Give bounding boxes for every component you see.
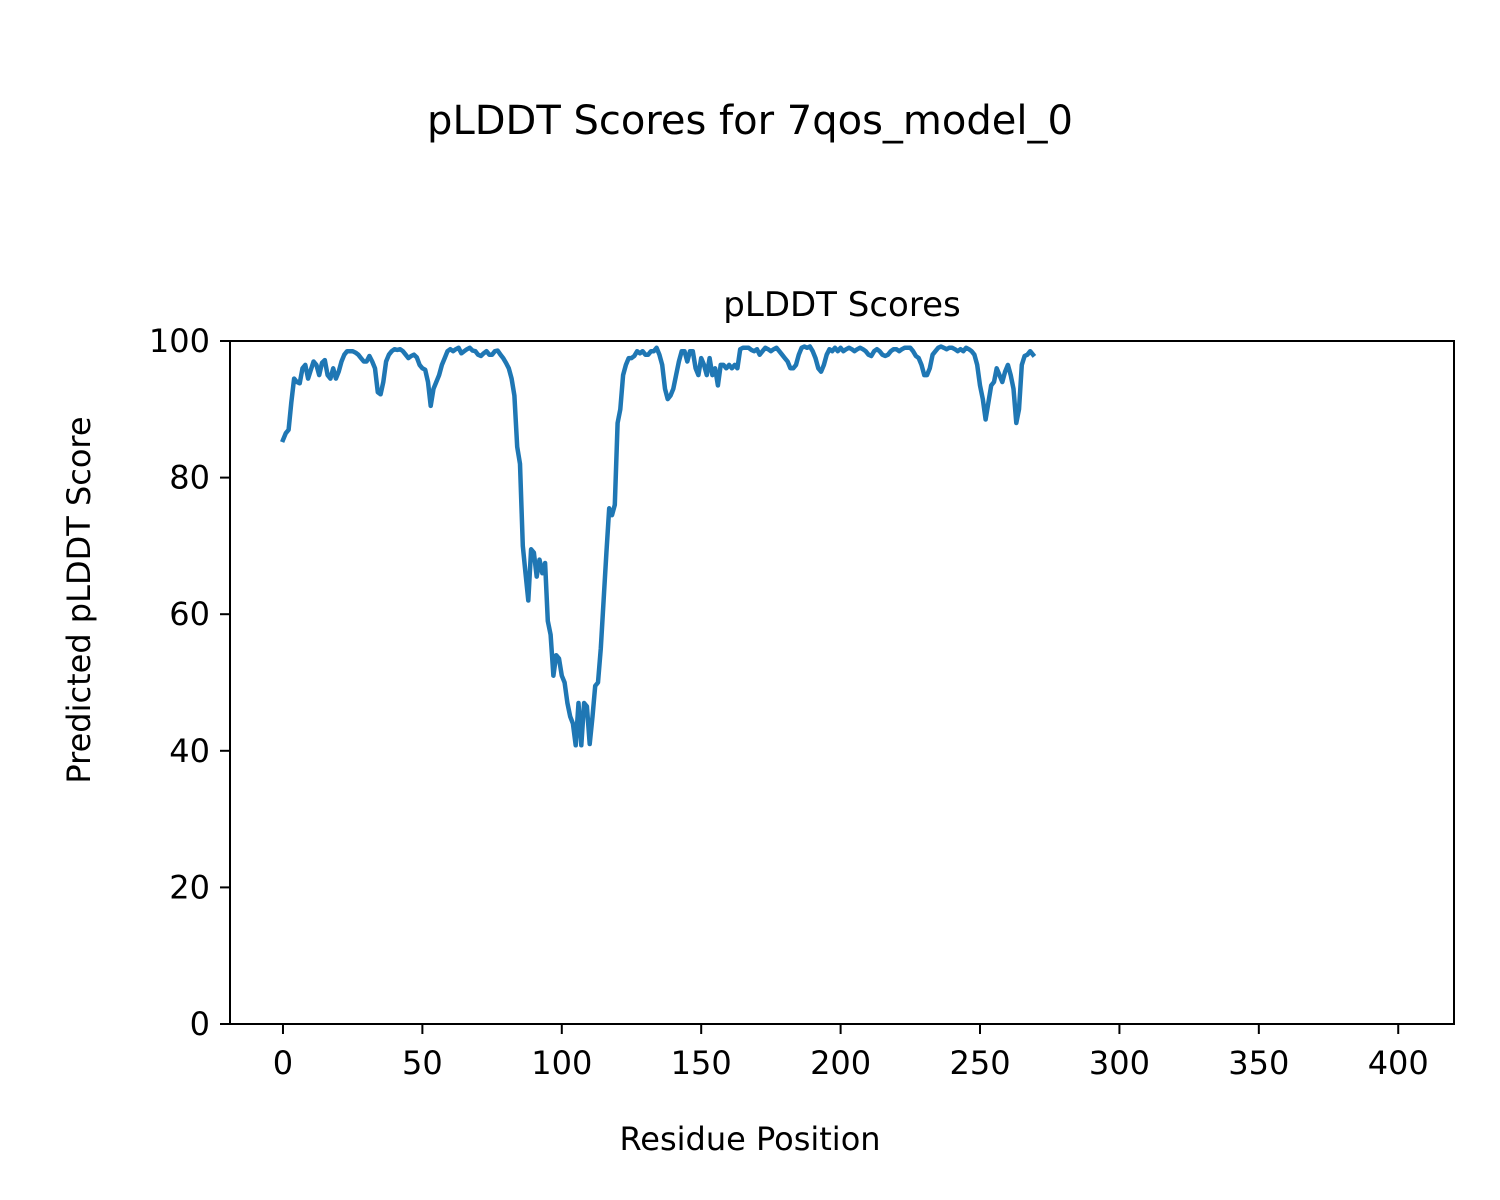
x-tick-label: 200 [810, 1044, 871, 1082]
x-tick-label: 50 [402, 1044, 443, 1082]
x-axis-label: Residue Position [619, 1120, 880, 1158]
x-tick-label: 400 [1368, 1044, 1429, 1082]
y-tick-label: 60 [169, 595, 210, 633]
y-tick-label: 20 [169, 868, 210, 906]
x-tick-label: 250 [949, 1044, 1010, 1082]
x-tick-label: 100 [531, 1044, 592, 1082]
y-tick-label: 0 [190, 1005, 210, 1043]
figure-suptitle: pLDDT Scores for 7qos_model_0 [427, 98, 1073, 144]
x-tick-label: 0 [273, 1044, 293, 1082]
y-tick-label: 40 [169, 732, 210, 770]
plddt-series-line [280, 344, 1037, 748]
axes-title: pLDDT Scores [723, 285, 960, 325]
x-tick-label: 300 [1089, 1044, 1150, 1082]
x-tick-label: 350 [1228, 1044, 1289, 1082]
plot-frame [229, 340, 1455, 1025]
y-tick-label: 100 [149, 322, 210, 360]
y-tick-label: 80 [169, 459, 210, 497]
x-tick-label: 150 [671, 1044, 732, 1082]
y-axis-label: Predicted pLDDT Score [60, 416, 98, 783]
